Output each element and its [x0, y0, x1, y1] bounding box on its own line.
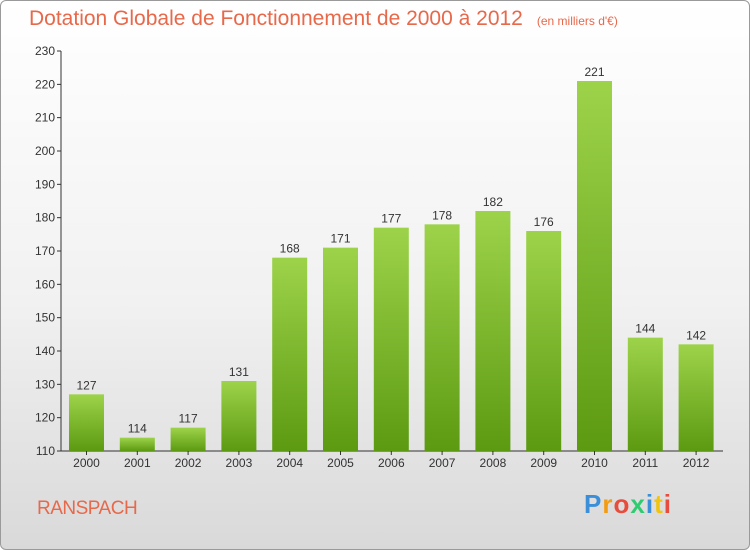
y-tick-label: 170	[35, 244, 55, 258]
bar-value-label: 168	[280, 242, 300, 256]
logo-letter: i	[645, 489, 655, 519]
place-name: RANSPACH	[37, 498, 138, 519]
bar	[69, 394, 104, 451]
y-tick-label: 110	[36, 444, 55, 458]
bar-value-label: 171	[330, 232, 350, 246]
bar-value-label: 117	[179, 412, 198, 426]
x-tick-label: 2006	[378, 456, 405, 470]
logo-letter: P	[584, 489, 603, 519]
bar-value-label: 127	[76, 378, 96, 392]
bar	[272, 257, 308, 451]
y-tick-label: 190	[35, 177, 55, 191]
x-tick-label: 2001	[124, 456, 151, 470]
bar	[627, 337, 663, 451]
x-tick-label: 2010	[581, 456, 608, 470]
y-tick-label: 150	[35, 311, 55, 325]
x-tick-label: 2011	[632, 456, 658, 470]
x-tick-label: 2002	[175, 456, 202, 470]
chart-unit: (en milliers d'€)	[536, 14, 618, 28]
bar-value-label: 144	[635, 322, 655, 336]
x-tick-label: 2003	[226, 456, 253, 470]
x-tick-label: 2005	[327, 456, 354, 470]
bar	[221, 381, 257, 451]
bar	[526, 231, 562, 451]
y-tick-label: 200	[35, 144, 55, 158]
bar-value-label: 176	[534, 215, 554, 229]
bar	[323, 247, 358, 451]
bar-value-label: 131	[229, 365, 249, 379]
bar	[119, 437, 155, 451]
bar	[577, 81, 612, 451]
x-tick-label: 2007	[429, 456, 456, 470]
bar-value-label: 178	[432, 208, 452, 222]
logo-letter: i	[663, 489, 672, 519]
bar	[170, 427, 206, 451]
y-tick-label: 230	[35, 44, 55, 58]
proxiti-logo: Proxiti	[584, 489, 672, 520]
bar	[678, 344, 714, 451]
x-tick-label: 2000	[73, 456, 100, 470]
y-tick-label: 180	[35, 211, 55, 225]
y-tick-label: 130	[35, 377, 55, 391]
x-tick-label: 2009	[530, 456, 557, 470]
bar	[475, 211, 511, 451]
bar-value-label: 177	[381, 212, 401, 226]
bar-value-label: 114	[128, 422, 147, 436]
bar	[424, 224, 460, 451]
y-tick-label: 210	[35, 111, 55, 125]
bar-value-label: 182	[483, 195, 503, 209]
logo-letter: r	[602, 489, 614, 519]
logo-letter: t	[654, 489, 664, 519]
x-tick-label: 2004	[276, 456, 303, 470]
logo-letter: o	[613, 489, 631, 519]
logo-letter: x	[630, 489, 646, 519]
y-tick-label: 120	[35, 411, 55, 425]
y-tick-label: 220	[35, 77, 55, 91]
chart-title: Dotation Globale de Fonctionnement de 20…	[29, 7, 523, 30]
bar-value-label: 221	[584, 65, 604, 79]
y-tick-label: 140	[35, 344, 55, 358]
chart-title-block: Dotation Globale de Fonctionnement de 20…	[29, 7, 618, 31]
y-tick-label: 160	[35, 277, 55, 291]
x-tick-label: 2008	[480, 456, 507, 470]
x-tick-label: 2012	[683, 456, 710, 470]
bar	[373, 227, 409, 451]
bar-value-label: 142	[686, 328, 706, 342]
